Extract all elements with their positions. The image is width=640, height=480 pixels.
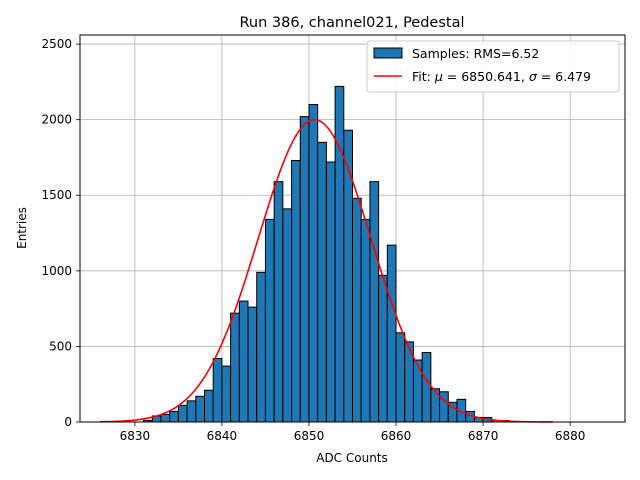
histogram-bar <box>195 395 205 423</box>
histogram-bar <box>160 413 171 423</box>
y-tick-label: 2000 <box>41 113 72 127</box>
fit-curve <box>100 118 553 423</box>
histogram-bar <box>334 85 345 423</box>
histogram-bar <box>264 218 275 423</box>
x-tick-label: 6870 <box>468 429 499 443</box>
histogram-bar <box>186 400 197 423</box>
y-tick-label: 2500 <box>41 37 72 51</box>
legend-histogram-swatch <box>373 47 403 59</box>
y-tick-label: 500 <box>49 339 72 353</box>
legend-fit-mu-value: = 6850.641, <box>443 69 529 84</box>
plot-frame <box>79 34 626 423</box>
histogram-bar <box>221 365 232 423</box>
histogram-bar <box>308 104 319 423</box>
y-axis-label: Entries <box>15 207 29 249</box>
histogram-bar <box>169 410 179 423</box>
histogram-bar <box>378 274 388 423</box>
histogram-bar <box>230 312 240 423</box>
histogram-bar <box>369 181 380 423</box>
y-tick-label: 1500 <box>41 188 72 202</box>
legend-fit-sigma-symbol: σ <box>529 69 538 84</box>
histogram-bar <box>325 161 336 423</box>
x-axis-label: ADC Counts <box>316 451 388 465</box>
histogram-bar <box>247 306 258 423</box>
histogram-bar <box>212 358 223 423</box>
legend-histogram-label: Samples: RMS=6.52 <box>412 46 539 61</box>
histogram-bar <box>282 208 293 423</box>
chart-title: Run 386, channel021, Pedestal <box>239 15 464 31</box>
histogram-bar <box>317 141 327 423</box>
y-tick-label: 0 <box>64 415 72 429</box>
x-tick-label: 6880 <box>555 429 586 443</box>
y-axis-ticks: 0 500 1000 1500 2000 2500 <box>41 37 80 429</box>
histogram-bar <box>256 271 266 423</box>
y-tick-label: 1000 <box>41 264 72 278</box>
histogram-bar <box>352 197 362 423</box>
x-axis-ticks: 6830 6840 6850 6860 6870 6880 <box>120 422 586 443</box>
histogram-bar <box>177 404 188 423</box>
histogram-bar <box>203 389 214 423</box>
histogram-bar <box>343 129 353 423</box>
legend-fit-mu-symbol: μ <box>434 69 443 84</box>
histogram-bar <box>273 181 284 423</box>
legend-fit-sigma-value: = 6.479 <box>537 69 591 84</box>
legend-fit-prefix: Fit: <box>412 69 435 84</box>
histogram-bar <box>395 332 406 423</box>
histogram-bar <box>386 244 397 423</box>
histogram-bar <box>291 159 301 423</box>
histogram-bar <box>360 218 371 423</box>
histogram-bar <box>238 300 249 423</box>
legend-fit-label: Fit: μ = 6850.641, σ = 6.479 <box>412 69 591 84</box>
histogram-bar <box>421 351 432 423</box>
legend: Samples: RMS=6.52 Fit: μ = 6850.641, σ =… <box>366 40 620 93</box>
x-tick-label: 6830 <box>120 429 151 443</box>
histogram-bars <box>143 85 510 423</box>
x-tick-label: 6860 <box>381 429 412 443</box>
histogram-bar <box>299 116 310 423</box>
x-tick-label: 6850 <box>294 429 325 443</box>
x-tick-label: 6840 <box>207 429 238 443</box>
legend-frame <box>366 40 620 93</box>
